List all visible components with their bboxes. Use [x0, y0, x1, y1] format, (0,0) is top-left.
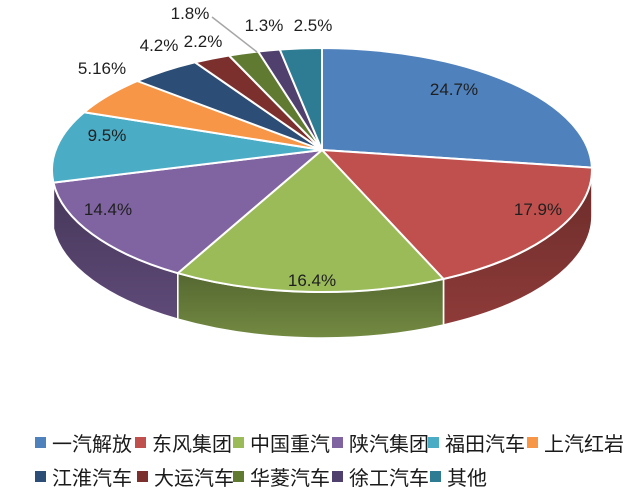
leader-line-icon	[211, 16, 258, 53]
legend-label: 华菱汽车	[250, 467, 330, 490]
legend-swatch-icon	[527, 436, 538, 448]
slice-label-2: 16.4%	[287, 271, 337, 290]
legend-item-1[interactable]: 东风集团	[135, 431, 232, 456]
legend-item-8[interactable]: 华菱汽车	[233, 465, 330, 490]
legend-label: 徐工汽车	[349, 467, 429, 490]
legend-label: 江淮汽车	[52, 467, 132, 490]
pie-slice-4[interactable]	[50, 111, 323, 184]
legend-label: 其他	[447, 467, 487, 490]
legend-label: 中国重汽	[250, 433, 330, 456]
legend-item-9[interactable]: 徐工汽车	[332, 465, 429, 490]
slice-label-9: 1.3%	[244, 16, 284, 35]
slice-label-1: 17.9%	[513, 200, 563, 219]
legend-label: 福田汽车	[445, 433, 525, 456]
slice-label-5: 5.16%	[77, 59, 127, 78]
legend-item-6[interactable]: 江淮汽车	[35, 465, 132, 490]
pie-slice-0[interactable]	[321, 47, 593, 169]
pie-slice-2[interactable]	[176, 149, 445, 294]
slice-label-4: 9.5%	[87, 126, 127, 145]
legend-swatch-icon	[233, 470, 244, 482]
legend-swatch-icon	[332, 470, 343, 482]
legend-item-3[interactable]: 陕汽集团	[332, 431, 429, 456]
legend-label: 大运汽车	[154, 467, 234, 490]
legend-item-10[interactable]: 其他	[430, 465, 487, 490]
slice-label-3: 14.4%	[83, 200, 133, 219]
pie-slice-3[interactable]	[52, 149, 323, 275]
pie-slice-10[interactable]	[278, 47, 323, 151]
legend-label: 上汽红岩	[544, 433, 624, 456]
legend-swatch-icon	[233, 436, 244, 448]
slice-label-0: 24.7%	[429, 80, 479, 99]
slice-label-7: 2.2%	[183, 32, 223, 51]
legend-item-7[interactable]: 大运汽车	[137, 465, 234, 490]
legend-label: 陕汽集团	[349, 433, 429, 456]
legend-label: 东风集团	[152, 433, 232, 456]
legend-swatch-icon	[332, 436, 343, 448]
legend-swatch-icon	[430, 470, 441, 482]
legend-swatch-icon	[35, 470, 46, 482]
slice-label-8: 1.8%	[170, 4, 210, 23]
legend-item-4[interactable]: 福田汽车	[428, 431, 525, 456]
slice-label-6: 4.2%	[139, 36, 179, 55]
legend-swatch-icon	[135, 436, 146, 448]
slice-label-10: 2.5%	[293, 16, 333, 35]
legend-item-5[interactable]: 上汽红岩	[527, 431, 624, 456]
legend-swatch-icon	[35, 436, 46, 448]
pie-slice-1[interactable]	[321, 149, 593, 280]
pie-3d-plot	[50, 16, 593, 339]
legend-item-0[interactable]: 一汽解放	[35, 431, 132, 456]
legend-swatch-icon	[428, 436, 439, 448]
legend-label: 一汽解放	[52, 433, 132, 456]
legend-swatch-icon	[137, 470, 148, 482]
legend-item-2[interactable]: 中国重汽	[233, 431, 330, 456]
